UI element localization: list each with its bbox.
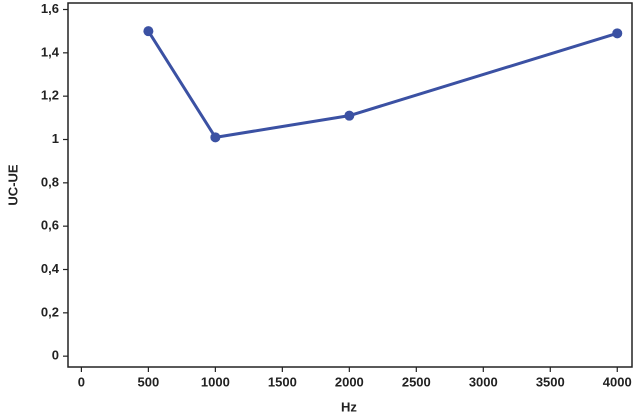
y-tick-label: 1 xyxy=(52,131,59,146)
y-tick-label: 0,6 xyxy=(41,218,59,233)
x-tick-label: 1000 xyxy=(201,374,230,389)
data-point xyxy=(210,132,221,143)
x-axis-title: Hz xyxy=(341,399,357,414)
y-tick-label: 1,2 xyxy=(41,88,59,103)
x-tick-label: 500 xyxy=(138,374,160,389)
y-tick-label: 0,8 xyxy=(41,174,59,189)
data-point xyxy=(143,26,154,37)
x-tick-label: 3500 xyxy=(536,374,565,389)
x-tick-label: 1500 xyxy=(268,374,297,389)
plot-frame xyxy=(67,2,633,368)
x-tick-label: 4000 xyxy=(603,374,632,389)
y-tick-label: 0,4 xyxy=(41,261,60,276)
data-point xyxy=(612,28,623,39)
x-tick-label: 2500 xyxy=(402,374,431,389)
y-tick-label: 0 xyxy=(52,348,59,363)
data-line xyxy=(147,30,618,139)
y-tick-label: 1,4 xyxy=(41,44,60,59)
x-tick-label: 0 xyxy=(78,374,85,389)
x-tick-label: 2000 xyxy=(335,374,364,389)
y-tick-label: 1,6 xyxy=(41,1,59,16)
y-axis-title: UC-UE xyxy=(5,164,20,205)
y-tick-label: 0,2 xyxy=(41,304,59,319)
data-point xyxy=(344,110,355,121)
x-tick-label: 3000 xyxy=(469,374,498,389)
